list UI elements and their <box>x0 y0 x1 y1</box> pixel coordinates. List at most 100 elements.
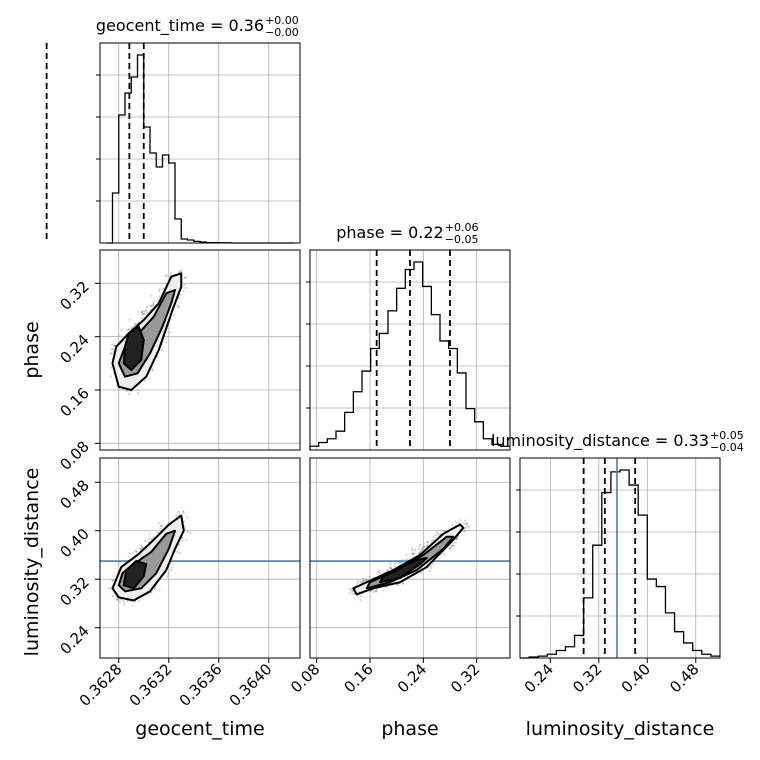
scatter-point <box>152 302 155 306</box>
ylabel-luminosity-distance: luminosity_distance <box>21 468 43 657</box>
scatter-point <box>116 598 119 602</box>
scatter-point <box>145 306 149 309</box>
scatter-point <box>157 521 161 525</box>
scatter-point <box>401 581 404 585</box>
tick-label: 0.48 <box>666 660 702 696</box>
tick-label: 0.3636 <box>176 660 226 710</box>
scatter-point <box>150 538 153 541</box>
scatter-point <box>130 326 133 329</box>
scatter-point <box>467 525 471 529</box>
scatter-point <box>452 544 456 547</box>
scatter-point <box>360 595 363 598</box>
data-layer <box>45 43 720 659</box>
title-main: phase = 0.22 <box>336 223 443 242</box>
scatter-point <box>350 587 353 591</box>
scatter-point <box>411 549 414 552</box>
scatter-point <box>141 310 144 313</box>
scatter-point <box>396 584 399 587</box>
scatter-point <box>420 548 423 551</box>
tick-label: 0.24 <box>56 622 92 658</box>
tick-label: 0.24 <box>521 660 557 696</box>
tick-label: 0.08 <box>287 660 323 696</box>
scatter-point <box>417 548 420 551</box>
scatter-point <box>179 269 183 272</box>
scatter-point <box>179 293 182 296</box>
scatter-point <box>150 591 153 594</box>
panel-luminosity-distance-vs-phase <box>309 457 511 659</box>
title-sup-geocent-time: +0.00 <box>265 14 299 27</box>
scatter-point <box>182 510 185 513</box>
scatter-point <box>465 522 468 525</box>
scatter-point <box>134 549 137 552</box>
scatter-point <box>182 520 186 523</box>
tick-label: 0.08 <box>56 437 92 473</box>
tick-label: 0.32 <box>56 277 92 313</box>
tick-label: 0.16 <box>56 384 92 420</box>
scatter-point <box>143 310 147 313</box>
scatter-point <box>382 589 385 592</box>
scatter-point <box>404 553 408 557</box>
scatter-point <box>456 521 459 524</box>
scatter-point <box>184 527 187 530</box>
title-sub-geocent-time: −0.00 <box>265 26 299 39</box>
scatter-point <box>456 537 459 540</box>
scatter-point <box>390 567 393 570</box>
panel-luminosity-distance-vs-geocent-time <box>99 457 301 659</box>
scatter-point <box>356 582 359 585</box>
xlabel-geocent-time: geocent_time <box>135 718 264 740</box>
scatter-point <box>165 275 168 278</box>
scatter-point <box>143 539 147 543</box>
scatter-point <box>405 557 408 561</box>
scatter-point <box>182 511 185 514</box>
contour-inner <box>379 557 428 584</box>
scatter-point <box>109 366 113 369</box>
ylabel-phase: phase <box>21 321 43 378</box>
title-sup-phase: +0.06 <box>445 221 479 234</box>
scatter-point <box>425 544 429 547</box>
scatter-point <box>184 276 187 279</box>
scatter-point <box>127 555 130 558</box>
scatter-point <box>137 391 140 394</box>
scatter-point <box>146 593 150 596</box>
scatter-point <box>128 318 132 321</box>
scatter-point <box>146 311 149 314</box>
scatter-point <box>178 551 182 555</box>
tick-label: 0.32 <box>447 660 483 696</box>
scatter-point <box>125 328 129 331</box>
scatter-point <box>153 587 156 590</box>
ticks-layer: 0.3628 0.3632 0.3636 0.3640 0.08 0.16 0.24 0.32… <box>56 74 703 710</box>
scatter-point <box>142 312 145 316</box>
frames-layer <box>99 42 721 659</box>
scatter-point <box>171 566 174 569</box>
scatter-point <box>140 311 144 314</box>
scatter-point <box>158 288 161 291</box>
scatter-point <box>389 566 392 570</box>
scatter-point <box>365 579 368 582</box>
scatter-point <box>113 344 116 347</box>
panel-luminosity-distance-vs-luminosity-distance <box>519 457 721 659</box>
scatter-point <box>463 523 466 526</box>
scatter-point <box>186 516 189 519</box>
scatter-point <box>160 524 163 527</box>
scatter-point <box>135 550 138 554</box>
scatter-point <box>365 579 368 582</box>
scatter-point <box>138 547 141 550</box>
histogram-luminosity-distance <box>520 469 720 659</box>
scatter-point <box>132 551 135 554</box>
scatter-point <box>111 594 114 598</box>
scatter-point <box>184 286 187 290</box>
scatter-point <box>437 532 440 536</box>
scatter-point <box>151 368 154 371</box>
tick-label: 0.32 <box>56 573 92 609</box>
title-luminosity-distance: luminosity_distance = 0.33 <box>491 431 709 451</box>
scatter-point <box>152 300 155 303</box>
scatter-point <box>166 575 169 578</box>
scatter-point <box>131 604 134 607</box>
tick-label: 0.32 <box>569 660 605 696</box>
scatter-point <box>128 552 131 555</box>
scatter-point <box>177 306 180 309</box>
scatter-point <box>115 598 119 601</box>
scatter-point <box>128 393 131 396</box>
scatter-point <box>443 553 446 556</box>
scatter-point <box>178 544 181 547</box>
